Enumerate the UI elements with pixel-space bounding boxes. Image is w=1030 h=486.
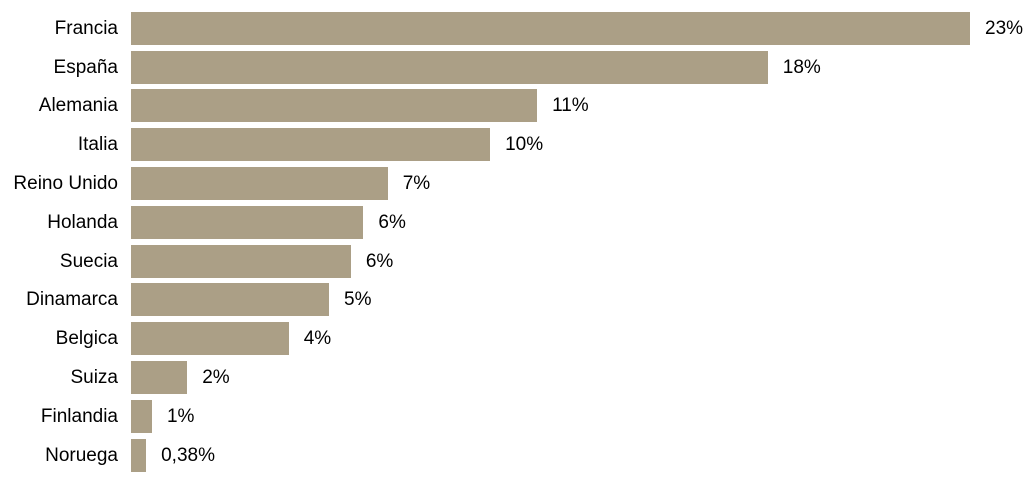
bar <box>131 50 768 84</box>
bar-track: 0,38% <box>131 436 1030 475</box>
category-label: Noruega <box>45 444 118 466</box>
bar <box>131 89 538 123</box>
bar <box>131 438 147 472</box>
category-label: Suiza <box>70 367 118 389</box>
bar <box>131 361 188 395</box>
bar <box>131 322 289 356</box>
value-label: 18% <box>782 56 821 78</box>
bar-row: Dinamarca 5% <box>0 281 1030 320</box>
value-label: 10% <box>505 134 544 156</box>
bar-track: 11% <box>131 87 1030 126</box>
bar-track: 2% <box>131 358 1030 397</box>
value-label: 4% <box>303 328 332 350</box>
value-label: 11% <box>552 95 589 117</box>
value-label: 6% <box>378 211 406 233</box>
category-label: Alemania <box>38 95 118 117</box>
bar <box>131 128 491 162</box>
category-label: Suecia <box>59 250 118 272</box>
bar-row: Finlandia 1% <box>0 397 1030 436</box>
value-label: 2% <box>202 367 230 389</box>
bar-track: 5% <box>131 281 1030 320</box>
category-label: España <box>53 56 118 78</box>
bar-row: Holanda 6% <box>0 203 1030 242</box>
bar-track: 10% <box>131 125 1030 164</box>
bar <box>131 244 351 278</box>
value-label: 6% <box>365 250 394 272</box>
bar <box>131 11 970 45</box>
bar-track: 6% <box>131 242 1030 281</box>
value-label: 1% <box>166 405 195 427</box>
category-label: Finlandia <box>40 405 118 427</box>
bar <box>131 167 388 201</box>
bar-track: 23% <box>131 9 1030 48</box>
bar-row: Francia 23% <box>0 9 1030 48</box>
category-label: Dinamarca <box>26 289 118 311</box>
category-label: Francia <box>54 17 118 39</box>
bar-row: Suecia 6% <box>0 242 1030 281</box>
value-label: 5% <box>344 289 372 311</box>
bar-row: Reino Unido 7% <box>0 164 1030 203</box>
value-label: 7% <box>402 173 431 195</box>
bar-row: Noruega 0,38% <box>0 436 1030 475</box>
bar-row: España 18% <box>0 48 1030 87</box>
bar-track: 1% <box>131 397 1030 436</box>
category-label: Holanda <box>47 211 118 233</box>
category-label: Belgica <box>55 328 118 350</box>
bar-row: Suiza 2% <box>0 358 1030 397</box>
bar-track: 7% <box>131 164 1030 203</box>
bar-row: Italia 10% <box>0 125 1030 164</box>
bar <box>131 399 152 433</box>
bar <box>131 283 329 317</box>
bar-track: 6% <box>131 203 1030 242</box>
bar-row: Belgica 4% <box>0 319 1030 358</box>
bar-track: 18% <box>131 48 1030 87</box>
bar-row: Alemania 11% <box>0 87 1030 126</box>
category-label: Italia <box>77 134 118 156</box>
value-label: 0,38% <box>161 444 215 466</box>
bar <box>131 205 364 239</box>
category-label: Reino Unido <box>13 173 118 195</box>
value-label: 23% <box>985 17 1024 39</box>
bar-track: 4% <box>131 319 1030 358</box>
